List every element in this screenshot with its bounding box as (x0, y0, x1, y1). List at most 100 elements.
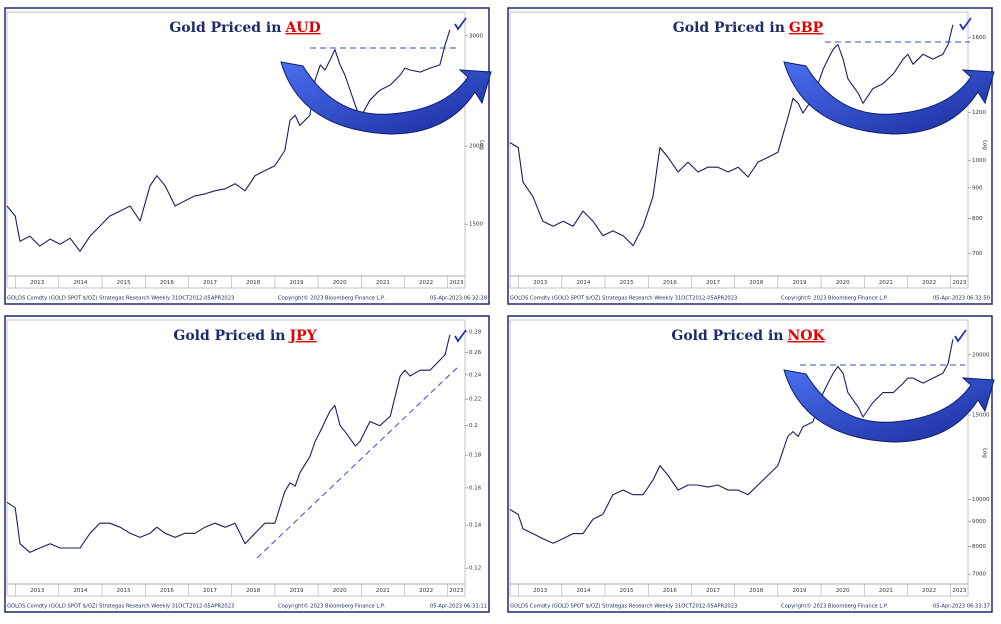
price-line (6, 29, 451, 252)
x-tick-label: 2019 (289, 588, 303, 594)
title-text: Gold Priced in (673, 20, 785, 36)
x-tick-label: 2020 (333, 280, 347, 286)
chart-title: Gold Priced in AUD (169, 20, 320, 36)
y-tick-label: 0.26 (469, 350, 482, 356)
y-tick-label: 0.18 (469, 453, 482, 459)
title-currency: AUD (284, 20, 320, 36)
x-tick-label: 2022 (922, 280, 936, 286)
y-tick-label: 1000 (972, 158, 986, 164)
x-tick-label: 2016 (160, 588, 174, 594)
x-tick-label: 2021 (376, 588, 390, 594)
x-tick-label: 2015 (117, 588, 131, 594)
y-tick-label: 3000 (469, 33, 483, 39)
footer-timestamp: 05-Apr-2023 06:32:50 (933, 296, 990, 302)
y-tick-label: 20000 (972, 352, 990, 358)
title-text: Gold Priced in (173, 328, 285, 344)
panel-border (507, 7, 993, 305)
x-tick-label: 2021 (879, 588, 893, 594)
title-currency: GBP (789, 20, 824, 36)
chart-panel: 1500200025003000Log201320142015201620172… (4, 7, 492, 305)
x-tick-label: 2014 (576, 280, 590, 286)
y-tick-label: 900 (972, 185, 983, 191)
x-tick-label: 2021 (879, 280, 893, 286)
x-tick-label: 2022 (922, 588, 936, 594)
title-text: Gold Priced in (671, 328, 783, 344)
y-tick-label: 1200 (972, 110, 986, 116)
x-tick-label: 2018 (246, 280, 260, 286)
footer-source: GOLDS Comdty (GOLD SPOT $/OZ) Strategas … (7, 296, 234, 302)
y-tick-label: 0.16 (469, 485, 482, 491)
checkmark (954, 329, 967, 343)
chart-panel: 7000 8000 9000 10000 15000 20000 Log 2013 2014 20… (507, 315, 995, 613)
y-tick-label: 1500 (469, 222, 483, 228)
x-tick-label: 2023 (952, 588, 966, 594)
price-line (509, 24, 954, 247)
x-tick-label: 2015 (117, 280, 131, 286)
chart-title: Gold Priced in GBP (673, 20, 824, 36)
footer-copyright: Copyright© 2023 Bloomberg Finance L.P. (278, 295, 385, 302)
checkmark (959, 17, 972, 31)
x-tick-label: 2023 (449, 280, 463, 286)
chart-panel: 0.12 0.14 0.16 0.18 0.2 0.22 0.24 0.26 0.28 2013 2… (4, 315, 490, 613)
curved-arrow (280, 61, 492, 135)
y-tick-label: 0.12 (469, 566, 481, 572)
x-tick-label: 2017 (706, 280, 720, 286)
y-tick-label: 800 (972, 216, 983, 222)
y-tick-label: 0.24 (469, 372, 482, 378)
x-axis-strip (509, 275, 969, 289)
x-tick-label: 2016 (160, 280, 174, 286)
footer-copyright: Copyright© 2023 Bloomberg Finance L.P. (278, 603, 385, 610)
x-tick-label: 2014 (73, 588, 87, 594)
checkmark (454, 17, 467, 31)
x-tick-label: 2020 (333, 588, 347, 594)
x-tick-label: 2013 (533, 588, 547, 594)
x-tick-label: 2023 (952, 280, 966, 286)
x-tick-label: 2020 (836, 280, 850, 286)
chart-panel: 700 800 900 1000 1200 1600 Log 2013 2014 2015 2016… (507, 7, 995, 305)
x-tick-label: 2015 (620, 280, 634, 286)
footer-source: GOLDS Comdty (GOLD SPOT $/OZ) Strategas … (7, 604, 234, 610)
y-tick-label: 0.2 (469, 423, 478, 429)
y-tick-label: 9000 (972, 519, 986, 525)
footer-copyright: Copyright© 2023 Bloomberg Finance L.P. (781, 603, 888, 610)
footer-timestamp: 05-Apr-2023 06:32:28 (430, 296, 487, 302)
curved-arrow (783, 61, 995, 135)
chart-title: Gold Priced in JPY (173, 328, 317, 344)
chart-title: Gold Priced in NOK (671, 328, 825, 344)
x-tick-label: 2013 (533, 280, 547, 286)
y-tick-label: 0.28 (469, 329, 482, 335)
axis-label: Log (982, 448, 988, 458)
x-tick-label: 2017 (706, 588, 720, 594)
x-tick-label: 2019 (792, 280, 806, 286)
x-tick-label: 2013 (30, 588, 44, 594)
x-tick-label: 2018 (246, 588, 260, 594)
y-tick-label: 0.22 (469, 397, 481, 403)
panel-border (507, 315, 993, 613)
x-axis-strip (6, 583, 466, 597)
x-tick-label: 2015 (620, 588, 634, 594)
y-tick-label: 8000 (972, 544, 986, 550)
title-currency: NOK (787, 328, 825, 344)
y-tick-label: 7000 (972, 572, 986, 578)
x-tick-label: 2021 (376, 280, 390, 286)
annotation-dash (256, 364, 461, 559)
x-tick-label: 2017 (203, 588, 217, 594)
y-tick-label: 15000 (972, 412, 990, 418)
x-tick-label: 2014 (73, 280, 87, 286)
x-tick-label: 2016 (663, 588, 677, 594)
x-tick-label: 2018 (749, 280, 763, 286)
footer-source: GOLDS Comdty (GOLD SPOT $/OZ) Strategas … (510, 296, 737, 302)
y-tick-label: 10000 (972, 497, 990, 503)
y-tick-label: 700 (972, 251, 983, 257)
x-tick-label: 2016 (663, 280, 677, 286)
x-tick-label: 2019 (792, 588, 806, 594)
x-tick-label: 2013 (30, 280, 44, 286)
price-line (6, 334, 451, 553)
price-line (509, 339, 954, 544)
y-tick-label: 1600 (972, 35, 986, 41)
x-tick-label: 2018 (749, 588, 763, 594)
x-axis-strip (6, 275, 466, 289)
axis-label: Log (479, 140, 485, 150)
